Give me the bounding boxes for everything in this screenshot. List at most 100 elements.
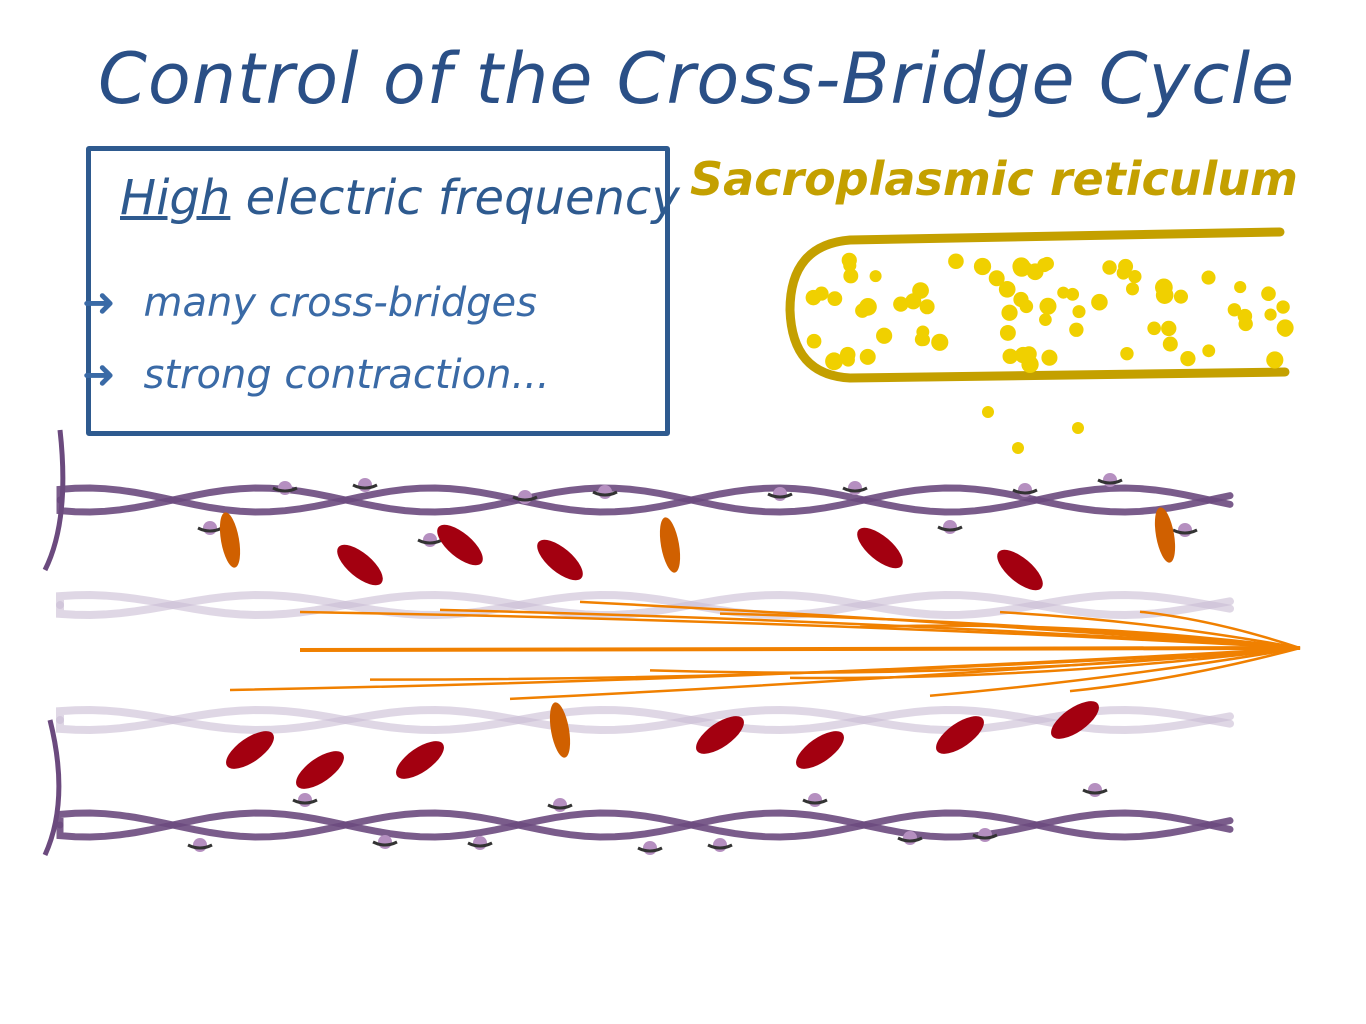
calcium-ion — [1001, 304, 1018, 321]
actin-strand — [56, 706, 1234, 734]
tropomyosin — [372, 840, 398, 847]
calcium-ion — [1278, 324, 1292, 337]
calcium-ion — [931, 333, 949, 351]
troponin — [598, 485, 612, 499]
myosin-tail — [1069, 646, 1301, 693]
myosin-head-inactive — [549, 702, 571, 758]
info-box — [86, 146, 670, 436]
myosin-tail — [929, 646, 1301, 698]
calcium-ion — [1173, 289, 1189, 304]
calcium-ion — [1014, 346, 1032, 364]
calcium-ion — [1002, 348, 1018, 365]
heading-rest: electric frequency — [245, 170, 680, 226]
tropomyosin — [512, 495, 538, 502]
troponin — [1018, 483, 1032, 497]
actin-strand — [56, 484, 1234, 516]
tropomyosin — [637, 846, 663, 853]
calcium-ion — [1266, 351, 1284, 369]
tropomyosin — [1097, 478, 1123, 485]
myosin-tail — [1139, 610, 1301, 650]
info-box-heading: High electric frequency — [120, 170, 680, 226]
myosin-head-inactive — [659, 517, 681, 573]
tropomyosin — [972, 833, 998, 840]
troponin — [203, 521, 217, 535]
troponin — [193, 838, 207, 852]
calcium-ion — [1091, 293, 1108, 311]
myosin-tail — [439, 608, 1301, 650]
calcium-ion — [1069, 322, 1084, 337]
myosin-head-bound — [1051, 701, 1099, 739]
calcium-ion — [999, 324, 1016, 341]
calcium-ion — [1072, 422, 1084, 434]
tropomyosin — [592, 490, 618, 497]
calcium-ion — [948, 253, 964, 270]
calcium-ion — [1116, 266, 1131, 280]
calcium-ion — [1202, 344, 1216, 358]
calcium-ion — [1120, 346, 1134, 361]
diagram-title: Control of the Cross-Bridge Cycle — [98, 38, 1296, 120]
troponin — [423, 533, 437, 547]
tropomyosin — [767, 492, 793, 499]
actin-strand — [56, 591, 1234, 619]
calcium-ion — [1180, 350, 1196, 367]
point-text: strong contraction... — [143, 352, 550, 398]
calcium-ion — [1013, 291, 1029, 308]
point-many-cross-bridges: ➜ many cross-bridges — [82, 280, 537, 326]
calcium-ion — [1041, 349, 1058, 366]
tropomyosin — [897, 836, 923, 843]
myosin-head-inactive — [219, 512, 241, 568]
troponin — [713, 838, 727, 852]
myosin-head-inactive — [1154, 507, 1176, 563]
myosin-head-bound — [696, 716, 744, 754]
troponin — [473, 836, 487, 850]
calcium-ion — [806, 333, 822, 349]
calcium-ion — [1234, 281, 1247, 294]
calcium-ion — [805, 289, 822, 306]
myosin-head-bound — [226, 731, 274, 769]
calcium-ion — [1147, 321, 1161, 336]
calcium-ion — [919, 299, 935, 315]
calcium-ions — [805, 252, 1294, 454]
tropomyosin — [1012, 488, 1038, 495]
calcium-ion — [1128, 269, 1142, 284]
calcium-ion — [998, 280, 1016, 298]
myosin-head-bound — [537, 539, 583, 581]
calcium-ion — [1276, 300, 1290, 314]
arrow-icon: ➜ — [82, 352, 116, 398]
point-strong-contraction: ➜ strong contraction... — [82, 352, 550, 398]
calcium-ion — [1162, 336, 1178, 352]
myosin-head-bound — [437, 524, 483, 566]
troponin — [978, 828, 992, 842]
myosin-head-bound — [396, 741, 444, 779]
calcium-ion — [876, 327, 893, 344]
heading-emphasis: High — [120, 170, 231, 226]
calcium-ion — [1155, 286, 1174, 304]
calcium-ion — [914, 332, 929, 347]
calcium-ion — [843, 258, 857, 273]
troponin — [1178, 523, 1192, 537]
troponin — [943, 520, 957, 534]
myosin-tail — [789, 646, 1301, 680]
calcium-ion — [1201, 270, 1216, 285]
calcium-ion — [1072, 305, 1086, 319]
calcium-ion — [1066, 287, 1080, 301]
myosin-tail — [859, 624, 1301, 650]
troponin — [358, 478, 372, 492]
calcium-ion — [859, 348, 876, 365]
tropomyosin — [187, 843, 213, 850]
troponin — [378, 835, 392, 849]
calcium-ion — [1039, 313, 1052, 327]
tropomyosin — [802, 798, 828, 805]
calcium-ion — [1037, 257, 1052, 273]
tropomyosin — [1082, 788, 1108, 795]
troponin — [643, 841, 657, 855]
myosin-head-bound — [796, 731, 844, 769]
sr-label: Sacroplasmic reticulum — [690, 152, 1298, 206]
tropomyosin — [707, 843, 733, 850]
actin-strand — [56, 809, 1234, 841]
sarcoplasmic-reticulum — [785, 227, 1290, 383]
troponin — [773, 487, 787, 501]
calcium-ion — [841, 353, 855, 367]
calcium-ion — [855, 303, 870, 318]
